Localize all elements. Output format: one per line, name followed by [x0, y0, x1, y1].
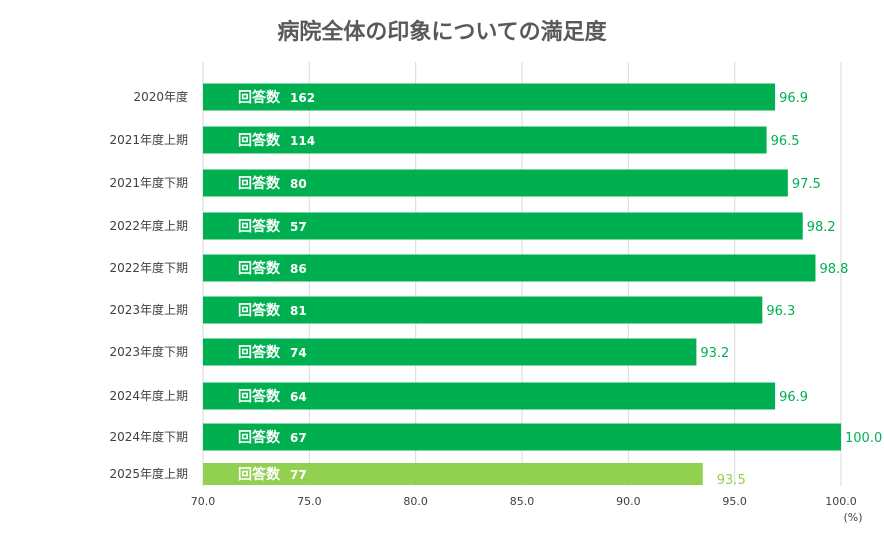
chart-title: 病院全体の印象についての満足度: [277, 20, 607, 45]
x-tick-label: 95.0: [722, 495, 747, 508]
response-count: 162: [290, 91, 315, 105]
bar: [203, 296, 763, 324]
x-tick-label: 85.0: [510, 495, 535, 508]
response-count: 77: [290, 468, 307, 482]
response-count: 67: [290, 431, 307, 445]
category-label: 2024年度上期: [109, 388, 188, 403]
category-label: 2025年度上期: [109, 466, 188, 481]
value-label: 96.9: [779, 390, 808, 405]
value-label: 100.0: [845, 431, 882, 446]
bar-inner-label: 回答数: [238, 175, 281, 192]
category-label: 2021年度上期: [109, 132, 188, 147]
response-count: 114: [290, 134, 315, 148]
value-label: 93.5: [717, 473, 746, 488]
value-label: 96.5: [771, 134, 800, 149]
bar: [203, 423, 841, 451]
bar-inner-label: 回答数: [238, 260, 281, 277]
bar: [203, 463, 703, 485]
bar: [203, 254, 816, 282]
value-label: 93.2: [700, 346, 729, 361]
response-count: 81: [290, 304, 307, 318]
value-label: 98.8: [819, 262, 848, 277]
bar-inner-label: 回答数: [238, 132, 281, 149]
response-count: 57: [290, 220, 307, 234]
category-label: 2023年度下期: [109, 344, 188, 359]
category-label: 2022年度下期: [109, 260, 188, 275]
bar-inner-label: 回答数: [238, 429, 281, 446]
bar: [203, 126, 767, 154]
x-tick-label: 75.0: [297, 495, 322, 508]
response-count: 80: [290, 177, 307, 191]
bar-inner-label: 回答数: [238, 388, 281, 405]
value-label: 96.9: [779, 91, 808, 106]
bar: [203, 382, 776, 410]
bar-inner-label: 回答数: [238, 89, 281, 106]
response-count: 64: [290, 390, 307, 404]
bar-inner-label: 回答数: [238, 302, 281, 319]
category-label: 2020年度: [133, 89, 188, 104]
x-tick-label: 100.0: [825, 495, 857, 508]
value-label: 97.5: [792, 177, 821, 192]
bar-inner-label: 回答数: [238, 218, 281, 235]
response-count: 86: [290, 262, 307, 276]
x-tick-label: 90.0: [616, 495, 641, 508]
category-label: 2021年度下期: [109, 175, 188, 190]
bar: [203, 169, 788, 197]
bar: [203, 338, 697, 366]
x-tick-label: 80.0: [403, 495, 428, 508]
value-label: 98.2: [807, 220, 836, 235]
unit-label: (%): [843, 511, 862, 524]
bar-inner-label: 回答数: [238, 344, 281, 361]
bar-inner-label: 回答数: [238, 466, 281, 483]
bar: [203, 83, 776, 111]
category-label: 2024年度下期: [109, 429, 188, 444]
x-tick-label: 70.0: [191, 495, 216, 508]
value-label: 96.3: [766, 304, 795, 319]
bar: [203, 212, 803, 240]
category-label: 2022年度上期: [109, 218, 188, 233]
category-label: 2023年度上期: [109, 302, 188, 317]
response-count: 74: [290, 346, 307, 360]
